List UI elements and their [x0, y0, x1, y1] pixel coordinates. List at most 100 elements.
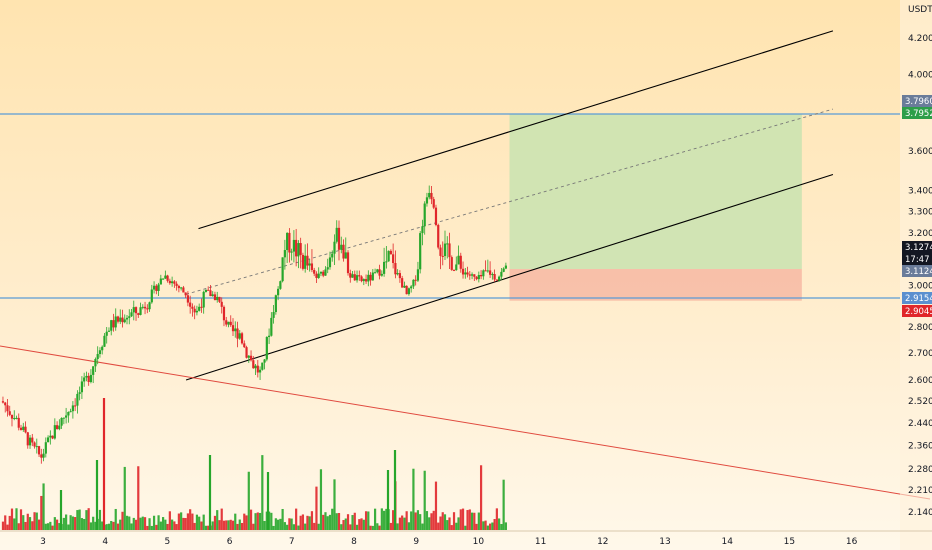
candle-body	[277, 288, 280, 296]
candle	[249, 350, 253, 362]
candle	[74, 398, 77, 412]
position-zones	[509, 114, 802, 301]
volume-spike	[393, 450, 397, 530]
candle	[477, 271, 480, 283]
volume-bar	[6, 524, 9, 530]
candle-body	[105, 331, 108, 336]
volume-bar	[227, 520, 230, 530]
candle	[123, 314, 126, 324]
candle	[49, 430, 52, 445]
entry-price-badge: 3.1124	[905, 267, 932, 277]
price-tick-label: 2.6000	[908, 376, 932, 386]
volume-bar	[448, 517, 451, 530]
candle	[62, 417, 65, 425]
volume-bar	[222, 520, 226, 530]
candle-body	[308, 263, 311, 266]
candle-body	[376, 269, 379, 273]
volume-bar	[414, 512, 417, 530]
volume-bar	[238, 519, 241, 530]
candle	[245, 345, 248, 359]
candle	[479, 270, 483, 280]
volume-bar	[152, 515, 156, 530]
volume-bar	[265, 511, 268, 530]
candle-body	[392, 254, 395, 264]
candle-body	[448, 243, 451, 258]
candle-body	[504, 265, 507, 269]
stop-top-badge: 2.9154	[905, 294, 932, 304]
volume-bar	[42, 483, 45, 530]
volume-bar	[331, 508, 334, 530]
candle-body	[256, 365, 259, 373]
candle-body	[218, 296, 221, 302]
candle	[85, 371, 88, 382]
candle	[209, 285, 212, 297]
candle-body	[69, 411, 72, 413]
volume-bar	[69, 515, 72, 530]
volume-bar	[461, 508, 465, 530]
candle	[452, 269, 456, 272]
current-price-badge: 3.1274	[905, 243, 932, 253]
candle-body	[326, 267, 329, 270]
candle	[60, 417, 63, 429]
candle	[263, 358, 266, 370]
candle	[270, 312, 273, 337]
time-tick-label: 5	[165, 537, 171, 547]
volume-bar	[182, 517, 185, 530]
candle-body	[114, 316, 117, 328]
candle	[80, 376, 84, 400]
volume-bar	[367, 511, 370, 530]
candle-body	[428, 192, 431, 198]
volume-bar	[419, 514, 422, 530]
candle-body	[6, 405, 9, 412]
candle	[121, 309, 124, 328]
candle-body	[279, 281, 282, 289]
candle-body	[247, 355, 250, 358]
candle-body	[396, 273, 399, 275]
candle	[489, 261, 492, 278]
candle	[71, 401, 74, 419]
volume-bar	[94, 521, 97, 530]
candle-body	[65, 415, 68, 418]
candlestick-series	[1, 185, 507, 464]
volume-bar	[53, 517, 56, 530]
price-tick-label: 2.5200	[908, 397, 932, 407]
volume-bar	[360, 518, 363, 530]
time-axis[interactable]: 3 4 5 6 7 8 9 10 11 12 13 14 15 16	[0, 530, 932, 547]
volume-bar	[98, 509, 102, 530]
candle-body	[477, 275, 480, 280]
candle	[146, 304, 149, 314]
candle-body	[353, 274, 356, 281]
price-tick-label: 2.1400	[908, 508, 932, 518]
candle	[403, 281, 406, 288]
candle-body	[333, 241, 336, 254]
candle-body	[425, 197, 429, 204]
candle-body	[489, 270, 492, 275]
candle	[288, 228, 291, 263]
candle	[369, 272, 372, 286]
candle-body	[355, 275, 359, 281]
candle-body	[351, 274, 354, 278]
candle-body	[446, 243, 449, 245]
volume-bar	[252, 523, 255, 530]
volume-bar	[193, 522, 196, 530]
candle	[274, 294, 277, 315]
volume-bar	[33, 512, 36, 530]
candle-body	[134, 307, 138, 314]
drawing-lines[interactable]	[0, 30, 931, 500]
candle	[484, 260, 487, 272]
candle	[405, 285, 408, 295]
candle-body	[443, 243, 447, 257]
candle	[464, 267, 467, 279]
candle	[455, 256, 458, 271]
candle	[252, 356, 255, 369]
candle	[493, 269, 496, 282]
candle	[96, 346, 99, 365]
candle-body	[281, 257, 284, 282]
candle	[261, 362, 264, 371]
candle-body	[367, 274, 370, 282]
candle-body	[364, 279, 368, 282]
volume-bar	[110, 520, 113, 530]
volume-bar	[322, 514, 325, 530]
